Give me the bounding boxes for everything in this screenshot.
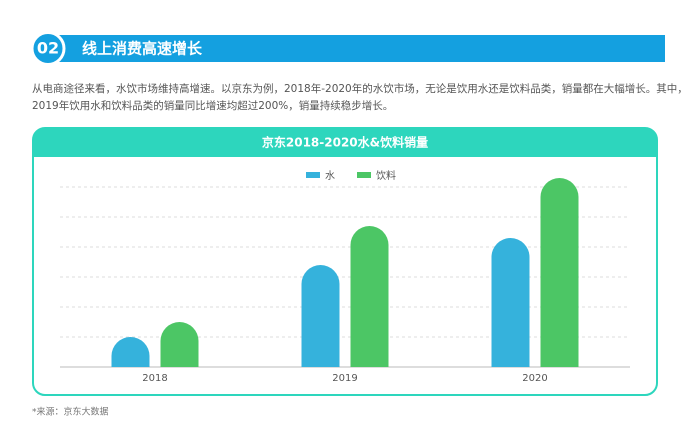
chart-title: 京东2018-2020水&饮料销量	[262, 135, 428, 150]
header-badge	[30, 31, 66, 66]
legend-swatch	[306, 172, 320, 178]
legend-swatch	[357, 172, 371, 178]
chart-title-band	[33, 128, 657, 157]
bar	[301, 265, 340, 367]
paragraph-line: 从电商途径来看，水饮市场维持高增速。以京东为例，2018年-2020年的水饮市场…	[32, 82, 688, 95]
header-bar	[44, 35, 665, 62]
paragraph-line: 2019年饮用水和饮料品类的销量同比增速均超过200%，销量持续稳步增长。	[32, 99, 393, 112]
bar	[491, 238, 530, 367]
x-tick-label: 2018	[142, 373, 167, 384]
x-tick-label: 2019	[332, 373, 357, 384]
legend-label: 水	[325, 170, 335, 182]
header-title: 线上消费高速增长	[82, 40, 203, 58]
bar	[111, 337, 150, 367]
legend-label: 饮料	[376, 169, 396, 182]
x-tick-label: 2020	[522, 373, 547, 384]
header-number: 02	[37, 39, 59, 58]
bar	[540, 178, 579, 367]
source: *来源：京东大数据	[32, 406, 109, 418]
bar	[160, 322, 199, 367]
bar	[350, 226, 389, 367]
